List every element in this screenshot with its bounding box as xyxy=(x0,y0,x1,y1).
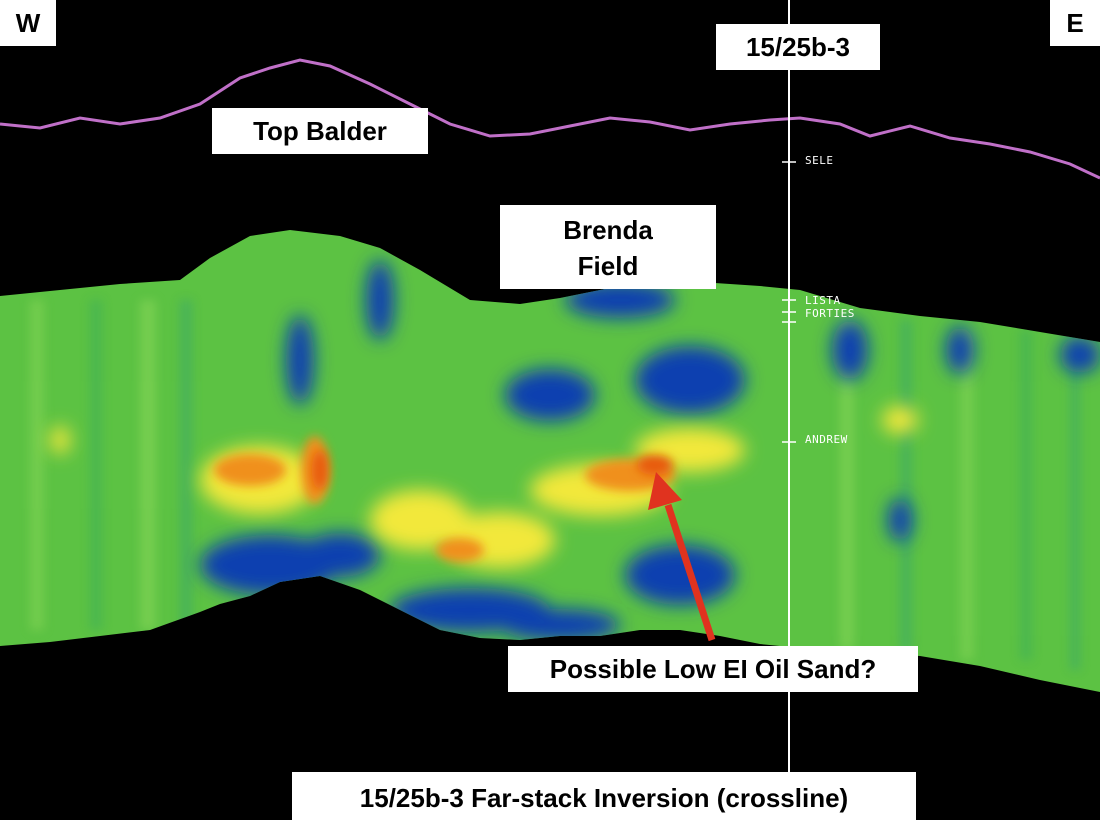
west-label: W xyxy=(0,0,56,46)
east-label: E xyxy=(1050,0,1100,46)
oil-sand-annotation: Possible Low EI Oil Sand? xyxy=(508,646,918,692)
arrow-pointer xyxy=(648,472,716,642)
well-top-sele: SELE xyxy=(805,154,834,167)
inversion-body xyxy=(0,230,1100,692)
brenda-line2: Field xyxy=(577,251,639,281)
well-top-lista: LISTA xyxy=(805,294,841,307)
top-balder-label: Top Balder xyxy=(212,108,428,154)
well-ticks xyxy=(782,161,796,443)
brenda-line1: Brenda xyxy=(563,215,653,245)
top-balder-horizon xyxy=(0,58,1100,180)
well-top-forties: FORTIES xyxy=(805,307,855,320)
section-title: 15/25b-3 Far-stack Inversion (crossline) xyxy=(292,772,916,820)
brenda-field-label: Brenda Field xyxy=(500,205,716,289)
well-label: 15/25b-3 xyxy=(716,24,880,70)
well-top-andrew: ANDREW xyxy=(805,433,848,446)
